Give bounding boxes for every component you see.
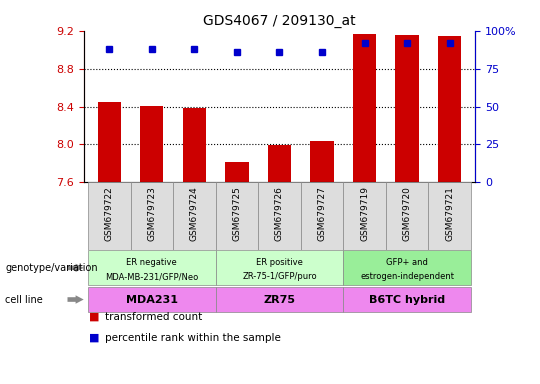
Bar	[88, 182, 131, 250]
Bar	[310, 141, 334, 182]
Bar	[131, 182, 173, 250]
Bar	[215, 250, 343, 285]
Text: percentile rank within the sample: percentile rank within the sample	[105, 333, 281, 343]
Bar	[353, 33, 376, 182]
Text: MDA231: MDA231	[126, 295, 178, 305]
Text: B6TC hybrid: B6TC hybrid	[369, 295, 445, 305]
Bar	[438, 36, 461, 182]
Text: GSM679725: GSM679725	[232, 186, 241, 241]
Text: GSM679720: GSM679720	[403, 186, 411, 241]
Text: GSM679726: GSM679726	[275, 186, 284, 241]
Text: MDA-MB-231/GFP/Neo: MDA-MB-231/GFP/Neo	[105, 273, 198, 281]
Text: ZR-75-1/GFP/puro: ZR-75-1/GFP/puro	[242, 273, 317, 281]
Text: ER negative: ER negative	[126, 258, 177, 267]
Text: GSM679721: GSM679721	[445, 186, 454, 241]
Bar	[173, 182, 215, 250]
Bar	[395, 35, 419, 182]
Bar	[386, 182, 428, 250]
Bar	[140, 106, 164, 182]
Text: GSM679727: GSM679727	[318, 186, 327, 241]
Text: cell line: cell line	[5, 295, 43, 305]
Bar	[301, 182, 343, 250]
Bar	[343, 182, 386, 250]
Bar	[88, 250, 215, 285]
Text: estrogen-independent: estrogen-independent	[360, 273, 454, 281]
Bar	[343, 286, 471, 313]
Bar	[183, 108, 206, 182]
Bar	[225, 162, 248, 182]
Text: ■: ■	[89, 333, 99, 343]
Text: ZR75: ZR75	[264, 295, 295, 305]
Bar	[258, 182, 301, 250]
Bar	[428, 182, 471, 250]
Text: GSM679724: GSM679724	[190, 186, 199, 240]
Bar	[98, 102, 121, 182]
Bar	[215, 286, 343, 313]
Bar	[88, 286, 215, 313]
Text: ER positive: ER positive	[256, 258, 303, 267]
Bar	[215, 182, 258, 250]
Title: GDS4067 / 209130_at: GDS4067 / 209130_at	[203, 14, 356, 28]
Text: GSM679722: GSM679722	[105, 186, 114, 240]
Text: ■: ■	[89, 312, 99, 322]
Text: genotype/variation: genotype/variation	[5, 263, 98, 273]
Text: transformed count: transformed count	[105, 312, 202, 322]
Text: GFP+ and: GFP+ and	[386, 258, 428, 267]
Bar	[268, 146, 291, 182]
Bar	[343, 250, 471, 285]
Text: GSM679723: GSM679723	[147, 186, 156, 241]
Text: GSM679719: GSM679719	[360, 186, 369, 241]
